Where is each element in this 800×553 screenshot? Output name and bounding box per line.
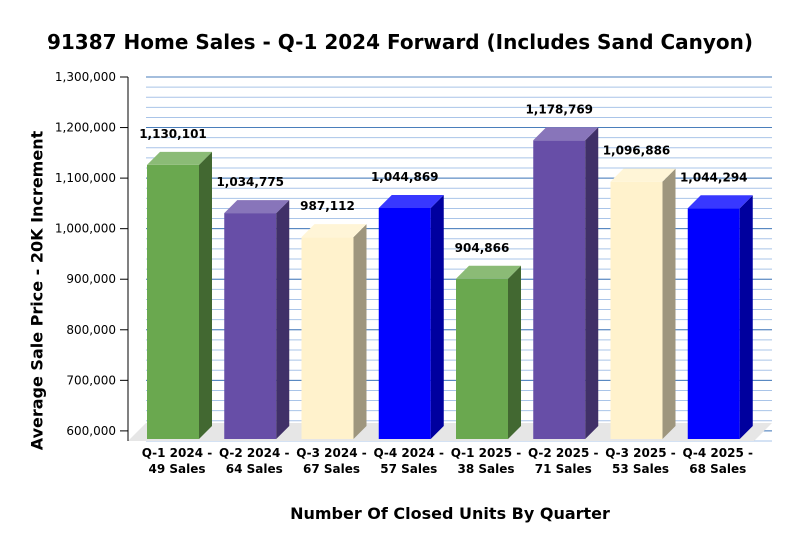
y-tick-label: 700,000 xyxy=(66,373,116,387)
bar-top xyxy=(456,265,521,279)
bar-front xyxy=(456,278,508,439)
data-label: 904,866 xyxy=(455,241,510,255)
category-label: 71 Sales xyxy=(535,462,592,476)
bar xyxy=(610,168,676,439)
category-label: 64 Sales xyxy=(226,462,283,476)
bar xyxy=(687,195,753,439)
bar-front xyxy=(378,207,431,439)
y-axis: 600,000 700,000 800,000 900,000 1,000,000 1,1… xyxy=(55,70,129,441)
bar xyxy=(533,127,599,440)
data-label: 987,112 xyxy=(300,199,355,213)
bar-side xyxy=(353,224,367,439)
bar-front xyxy=(687,208,740,439)
y-tick-label: 1,300,000 xyxy=(55,70,116,84)
category-label: 38 Sales xyxy=(457,462,514,476)
bar-front xyxy=(147,164,199,440)
y-tick-label: 1,000,000 xyxy=(55,222,116,236)
data-label: 1,044,294 xyxy=(680,170,748,184)
bar xyxy=(147,151,212,440)
bar-side xyxy=(739,195,753,439)
x-axis-title: Number Of Closed Units By Quarter xyxy=(290,504,610,523)
bar-top xyxy=(378,194,444,208)
bar-side xyxy=(508,265,521,439)
category-label: Q-4 2024 - xyxy=(374,446,445,460)
category-label: 68 Sales xyxy=(689,462,746,476)
bar-front xyxy=(301,237,354,439)
y-tick-label: 1,200,000 xyxy=(55,121,116,135)
bar-front xyxy=(224,213,277,439)
bar-top xyxy=(224,200,290,214)
category-label: Q-1 2024 - xyxy=(142,446,213,460)
bar-top xyxy=(610,168,676,182)
data-labels: 1,130,101 1,034,775 987,112 1,044,869 904,86… xyxy=(139,102,747,254)
bar-top xyxy=(301,224,367,238)
bar-side xyxy=(430,194,444,439)
category-label: Q-3 2025 - xyxy=(605,446,676,460)
category-label: Q-2 2025 - xyxy=(528,446,599,460)
bar-top xyxy=(147,151,212,165)
data-label: 1,044,869 xyxy=(371,170,439,184)
category-label: 67 Sales xyxy=(303,462,360,476)
data-label: 1,130,101 xyxy=(139,127,207,141)
category-labels: Q-1 2024 - 49 Sales Q-2 2024 - 64 Sales Q-3 … xyxy=(142,446,753,476)
data-label: 1,034,775 xyxy=(216,175,284,189)
category-label: 57 Sales xyxy=(380,462,437,476)
category-label: Q-3 2024 - xyxy=(296,446,367,460)
bar-side xyxy=(662,168,676,439)
category-label: Q-4 2025 - xyxy=(683,446,754,460)
category-label: 53 Sales xyxy=(612,462,669,476)
data-label: 1,178,769 xyxy=(525,102,593,116)
category-label: Q-2 2024 - xyxy=(219,446,290,460)
bar-side xyxy=(276,200,290,439)
bar-front xyxy=(533,140,586,439)
bar xyxy=(378,194,444,439)
bars xyxy=(147,127,753,440)
bar-top xyxy=(533,127,599,141)
bar-side xyxy=(199,151,212,440)
y-tick-label: 800,000 xyxy=(66,323,116,337)
bar-side xyxy=(585,127,599,440)
y-tick-label: 900,000 xyxy=(66,272,116,286)
y-tick-label: 1,100,000 xyxy=(55,171,116,185)
bar xyxy=(224,200,290,439)
y-tick-label: 600,000 xyxy=(66,424,116,438)
bar-top xyxy=(687,195,753,209)
chart-title: 91387 Home Sales - Q-1 2024 Forward (Inc… xyxy=(46,30,754,54)
bar xyxy=(301,224,367,439)
category-label: Q-1 2025 - xyxy=(451,446,522,460)
bar xyxy=(456,265,521,439)
bar-front xyxy=(610,181,663,439)
category-label: 49 Sales xyxy=(148,462,205,476)
data-label: 1,096,886 xyxy=(603,144,671,158)
